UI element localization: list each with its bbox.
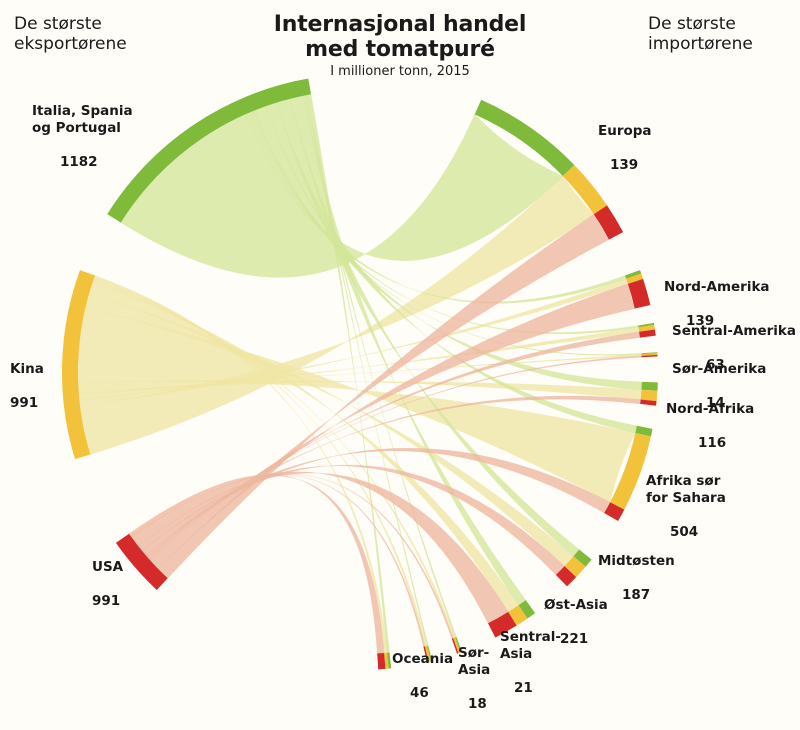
arc-importer-europa-europe xyxy=(474,99,575,177)
arc-exporter-china xyxy=(61,270,96,460)
arc-importer-europa-usa xyxy=(593,205,624,240)
importer-label-midtosten: Midtøsten 187 xyxy=(598,553,675,603)
exporter-label-usa: USA 991 xyxy=(92,559,124,609)
arc-importer-midtosten-usa xyxy=(555,566,577,587)
flow-kina-oceania xyxy=(93,275,388,654)
arc-exporter-europe xyxy=(107,78,312,223)
chart-title: Internasjonal handel med tomatpuré xyxy=(273,12,527,62)
arc-importer-nord-amerika-europe xyxy=(624,270,642,279)
arc-importer-sor-asia-china xyxy=(424,645,431,663)
arc-importer-oceania-europe xyxy=(387,652,392,669)
arc-importer-oceania-usa xyxy=(377,652,386,670)
arc-importer-nord-amerika-china xyxy=(626,273,644,284)
arc-importer-ost-asia-usa xyxy=(488,611,517,638)
arc-importer-nord-amerika-usa xyxy=(627,278,651,309)
importers-heading: De største importørene xyxy=(648,14,753,54)
arc-importer-midtosten-china xyxy=(564,556,586,578)
flow-usa-sor-asia xyxy=(130,474,426,648)
arc-importer-afrika-sor-for-sahara-china xyxy=(610,433,651,510)
arc-importer-sentral-asia-europe xyxy=(455,636,462,653)
arc-importer-nord-afrika-europe xyxy=(641,381,658,391)
arc-importer-europa-china xyxy=(562,164,608,215)
arc-importer-sentral-asia-usa xyxy=(451,638,459,654)
importer-label-oceania: Oceania 46 xyxy=(392,651,454,701)
arc-importer-ost-asia-europe xyxy=(518,600,536,619)
arc-importer-sor-asia-usa xyxy=(423,646,429,663)
arc-importer-sentral-asia-china xyxy=(453,637,461,654)
arc-importer-sor-amerika-europe xyxy=(641,352,658,355)
arc-importer-sentral-amerika-china xyxy=(638,324,655,332)
arc-importer-sor-amerika-usa xyxy=(641,354,658,358)
arc-importer-sor-asia-europe xyxy=(427,645,433,662)
arc-importer-nord-afrika-usa xyxy=(640,399,657,406)
importer-label-ost-asia: Øst-Asia 221 xyxy=(544,597,608,647)
importer-label-afrika-sor-for-sahara: Afrika sør for Sahara 504 xyxy=(646,473,726,540)
arc-importer-oceania-china xyxy=(384,652,389,669)
arc-importer-sentral-amerika-usa xyxy=(639,329,656,338)
importer-label-nord-afrika: Nord-Afrika 116 xyxy=(666,401,755,451)
chord-diagram xyxy=(61,78,658,670)
arc-importer-sentral-amerika-europe xyxy=(638,322,655,328)
arc-importer-afrika-sor-for-sahara-usa xyxy=(604,502,625,521)
exporters-heading: De største eksportørene xyxy=(14,14,127,54)
arc-importer-nord-afrika-china xyxy=(640,389,658,402)
importer-label-sentral-amerika: Sentral-Amerika 63 xyxy=(672,323,796,373)
importer-label-sentral-asia: Sentral- Asia 21 xyxy=(500,629,561,696)
arc-importer-sor-amerika-china xyxy=(641,353,658,356)
flow-usa-ost-asia xyxy=(131,471,509,624)
exporter-label-china: Kina 991 xyxy=(10,361,44,411)
arc-importer-ost-asia-china xyxy=(508,605,528,626)
importer-label-nord-amerika: Nord-Amerika 139 xyxy=(664,279,770,329)
importer-label-europa: Europa 139 xyxy=(598,123,652,173)
arc-exporter-usa xyxy=(115,533,168,590)
exporter-label-europe: Italia, Spania og Portugal 1182 xyxy=(32,103,133,170)
flow-usa-sentral-asia xyxy=(130,473,454,640)
arc-importer-afrika-sor-for-sahara-europe xyxy=(635,425,653,437)
flow-europa-europa xyxy=(120,113,564,278)
importer-label-sor-amerika: Sør-Amerika 14 xyxy=(672,361,767,411)
chart-subtitle: I millioner tonn, 2015 xyxy=(330,64,470,79)
arc-importer-midtosten-europe xyxy=(573,549,592,567)
importer-label-sor-asia: Sør- Asia 18 xyxy=(458,645,491,712)
